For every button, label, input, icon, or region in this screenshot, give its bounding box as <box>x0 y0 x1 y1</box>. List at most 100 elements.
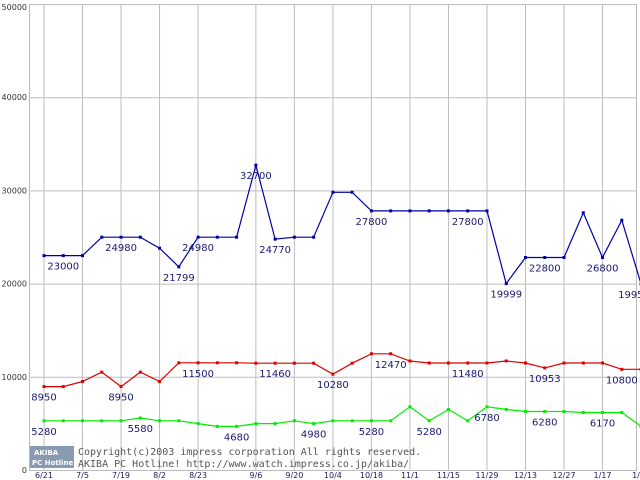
series-0-point <box>158 246 162 250</box>
series-0-point <box>331 190 335 194</box>
data-label: 12470 <box>375 360 407 371</box>
series-1-point <box>81 379 85 383</box>
series-0-point <box>350 190 354 194</box>
series-1-point <box>138 370 142 374</box>
series-2-point <box>389 419 393 423</box>
series-1-point <box>620 367 624 371</box>
grid <box>29 4 637 471</box>
x-tick-label: 8/2 <box>153 471 166 480</box>
series-1-point <box>254 361 258 365</box>
series-1-point <box>273 361 277 365</box>
series-0-point <box>485 209 489 213</box>
series-0-point <box>524 256 527 260</box>
series-1-point <box>369 352 373 356</box>
data-label: 5280 <box>416 427 441 438</box>
series-2-point <box>138 416 142 420</box>
series-0-point <box>408 209 412 213</box>
x-tick-label: 11/15 <box>437 471 460 480</box>
series-2-point <box>562 409 566 413</box>
series-2-point <box>42 419 46 423</box>
x-tick-label: 7/19 <box>112 471 130 480</box>
akiba-logo-top: AKIBA <box>34 449 59 457</box>
x-tick-label: 12/13 <box>514 471 537 480</box>
series-0-point <box>81 254 85 258</box>
series-2-point <box>446 407 450 411</box>
series-2-point <box>254 422 258 426</box>
series-0-point <box>369 209 373 213</box>
akiba-logo <box>30 446 74 468</box>
x-tick-label: 6/21 <box>35 471 53 480</box>
series-1-point <box>235 361 239 365</box>
series-0-point <box>177 265 181 269</box>
akiba-logo-bottom: PC Hotline! <box>32 459 76 467</box>
data-label: 10280 <box>317 380 349 391</box>
series-2-point <box>350 419 354 423</box>
series-1-point <box>331 372 335 376</box>
series-1-point <box>389 352 393 356</box>
data-label: 5280 <box>31 427 56 438</box>
series-2-point <box>100 419 104 423</box>
series-1-point <box>427 361 431 365</box>
data-label: 10953 <box>529 374 561 385</box>
data-label: 5280 <box>359 427 384 438</box>
y-tick-label: 40000 <box>2 93 27 102</box>
data-label: 24980 <box>105 243 137 254</box>
data-label: 10800 <box>606 375 638 386</box>
series-0-point <box>196 235 200 239</box>
data-label: 4680 <box>224 432 249 443</box>
series-1-point <box>543 366 547 370</box>
series-line-2 <box>44 406 640 427</box>
series-0-point <box>620 218 624 222</box>
x-tick-label: 7/5 <box>76 471 89 480</box>
series-0-point <box>42 254 46 258</box>
data-label: 23000 <box>47 262 79 273</box>
series-1-point <box>485 361 489 365</box>
series-2-point <box>524 409 527 413</box>
series-0-point <box>389 209 393 213</box>
series-0-point <box>254 163 258 167</box>
series-1-point <box>466 361 470 365</box>
series-2-point <box>601 410 605 414</box>
series-0-point <box>119 235 123 239</box>
y-tick-label: 50000 <box>2 3 27 12</box>
series-1-point <box>158 379 162 383</box>
series-0-point <box>466 209 470 213</box>
series-0-point <box>215 235 219 239</box>
y-tick-label: 20000 <box>2 280 27 289</box>
series-2-point <box>369 419 373 423</box>
data-label: 24770 <box>259 245 291 256</box>
series-0-point <box>446 209 450 213</box>
series-1-point <box>100 370 104 374</box>
series-1-point <box>446 361 450 365</box>
series-0-point <box>581 211 585 215</box>
data-label: 27800 <box>452 217 484 228</box>
data-label: 26800 <box>587 264 619 275</box>
series-2-point <box>427 419 431 423</box>
copyright-block: AKIBA PC Hotline! Copyright(c)2003 impre… <box>30 446 421 470</box>
series-group <box>42 162 640 428</box>
series-1-point <box>196 361 200 365</box>
series-1-point <box>42 385 46 389</box>
data-label: 32700 <box>240 171 272 182</box>
series-0-point <box>292 235 296 239</box>
data-label: 21799 <box>163 273 195 284</box>
series-0-point <box>427 209 431 213</box>
series-2-point <box>119 419 123 423</box>
x-tick-label: 12/27 <box>552 471 575 480</box>
series-1-point <box>601 361 605 365</box>
y-tick-label: 0 <box>22 466 27 475</box>
data-label: 6780 <box>474 413 499 424</box>
series-2-point <box>273 422 277 426</box>
series-2-point <box>408 405 412 409</box>
data-label: 22800 <box>529 264 561 275</box>
x-tick-label: 8/23 <box>189 471 207 480</box>
x-tick-label: 11/29 <box>475 471 498 480</box>
x-tick-label: 10/18 <box>360 471 383 480</box>
series-1-point <box>119 385 123 389</box>
series-line-0 <box>44 162 640 285</box>
data-label: 19999 <box>490 290 522 301</box>
series-0-point <box>562 256 566 260</box>
series-2-point <box>196 422 200 426</box>
series-2-point <box>158 419 162 423</box>
